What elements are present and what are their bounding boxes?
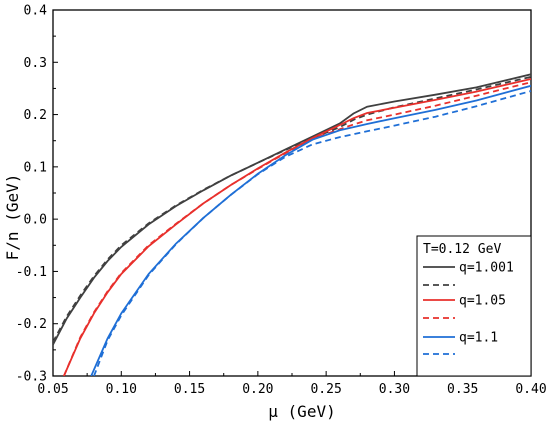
y-tick-label: 0.3 [24, 56, 47, 71]
y-tick-label: 0.4 [24, 4, 48, 19]
y-tick-label: 0.1 [24, 160, 47, 175]
x-tick-label: 0.10 [106, 382, 137, 397]
legend-title: T=0.12 GeV [423, 242, 501, 257]
y-tick-label: -0.2 [16, 317, 47, 332]
x-tick-label: 0.20 [242, 382, 273, 397]
legend: T=0.12 GeV q=1.001 q=1.05 q=1.1 [416, 235, 532, 377]
x-axis-label: μ (GeV) [268, 402, 335, 421]
y-axis-label: F/n (GeV) [3, 174, 22, 261]
legend-box [416, 235, 532, 377]
x-tick-label: 0.05 [37, 382, 68, 397]
ticks-layer: 0.05 0.10 0.15 0.20 0.25 0.30 0.35 0.40 -0.3 -0.2… [16, 4, 547, 398]
x-tick-label: 0.35 [447, 382, 478, 397]
series-line-5 [93, 90, 531, 376]
legend-label-0: q=1.001 [459, 261, 514, 276]
x-tick-label: 0.40 [515, 382, 546, 397]
series-layer [53, 73, 531, 376]
legend-label-4: q=1.1 [459, 331, 498, 346]
x-tick-label: 0.15 [174, 382, 205, 397]
legend-label-2: q=1.05 [459, 294, 506, 309]
series-line-3 [63, 81, 531, 376]
x-tick-label: 0.30 [379, 382, 410, 397]
y-tick-label: -0.3 [16, 370, 47, 385]
y-tick-label: 0.2 [24, 108, 47, 123]
y-tick-label: -0.1 [16, 265, 47, 280]
y-tick-label: 0.0 [24, 213, 47, 228]
x-tick-label: 0.25 [310, 382, 341, 397]
